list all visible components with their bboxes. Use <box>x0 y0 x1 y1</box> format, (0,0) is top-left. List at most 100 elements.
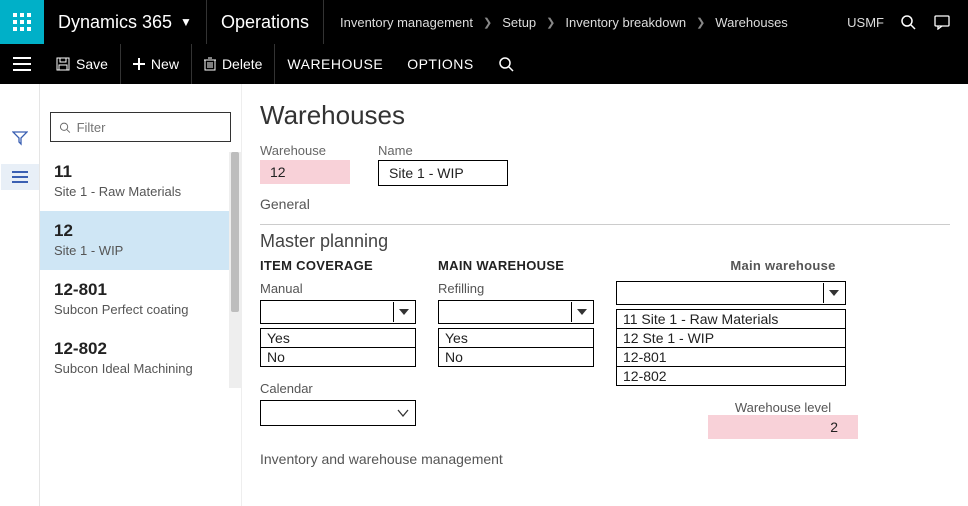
name-field: Name Site 1 - WIP <box>378 143 508 186</box>
chevron-right-icon: ❯ <box>483 16 492 29</box>
chevron-down-icon <box>823 283 843 303</box>
brand-dropdown[interactable]: Dynamics 365 ▼ <box>44 0 207 44</box>
list-panel: 11 Site 1 - Raw Materials 12 Site 1 - WI… <box>40 84 242 506</box>
main-warehouse-select-col: 11 Site 1 - Raw Materials 12 Ste 1 - WIP… <box>616 281 950 439</box>
breadcrumb-item[interactable]: Inventory breakdown <box>565 15 686 30</box>
option-item[interactable]: 11 Site 1 - Raw Materials <box>617 310 845 329</box>
scrollbar-thumb[interactable] <box>231 152 239 312</box>
warehouse-label: Warehouse <box>260 143 350 158</box>
list-item[interactable]: 12-802 Subcon Ideal Machining <box>40 329 241 388</box>
content-panel: Warehouses Warehouse 12 Name Site 1 - WI… <box>242 84 968 506</box>
divider <box>260 224 950 225</box>
page-title: Warehouses <box>260 100 950 131</box>
save-icon <box>56 57 70 71</box>
hamburger-button[interactable] <box>0 57 44 71</box>
scrollbar[interactable] <box>229 152 241 388</box>
chevron-down-icon <box>393 302 413 322</box>
action-bar: Save New Delete WAREHOUSE OPTIONS <box>0 44 968 84</box>
breadcrumb: Inventory management ❯ Setup ❯ Inventory… <box>324 15 804 30</box>
plus-icon <box>133 58 145 70</box>
manual-label: Manual <box>260 281 438 296</box>
manual-dropdown[interactable] <box>260 300 416 324</box>
list-item-desc: Subcon Ideal Machining <box>54 361 227 376</box>
list-item-desc: Subcon Perfect coating <box>54 302 227 317</box>
company-label[interactable]: USMF <box>847 15 884 30</box>
inventory-mgmt-section[interactable]: Inventory and warehouse management <box>260 451 950 467</box>
option-item[interactable]: 12 Ste 1 - WIP <box>617 329 845 348</box>
filter-icon[interactable] <box>10 128 30 148</box>
filter-input[interactable] <box>77 120 222 135</box>
option-yes[interactable]: Yes <box>261 329 415 348</box>
item-coverage-col: Manual Yes No Calendar <box>260 281 438 439</box>
item-coverage-header: ITEM COVERAGE <box>260 258 438 273</box>
list-icon[interactable] <box>1 164 39 190</box>
option-yes[interactable]: Yes <box>439 329 593 348</box>
area-label[interactable]: Operations <box>207 0 324 44</box>
calendar-label: Calendar <box>260 381 438 396</box>
chevron-right-icon: ❯ <box>546 16 555 29</box>
list-item[interactable]: 12-801 Subcon Perfect coating <box>40 270 241 329</box>
general-section-label[interactable]: General <box>260 196 950 212</box>
warehouse-level-label: Warehouse level <box>735 400 831 415</box>
name-value[interactable]: Site 1 - WIP <box>378 160 508 186</box>
refilling-dropdown[interactable] <box>438 300 594 324</box>
search-icon[interactable] <box>898 12 918 32</box>
list-item-code: 12-801 <box>54 280 227 300</box>
save-label: Save <box>76 56 108 72</box>
main-warehouse-col: Refilling Yes No <box>438 281 616 439</box>
action-search-icon[interactable] <box>496 54 516 74</box>
list-item-desc: Site 1 - Raw Materials <box>54 184 227 199</box>
chevron-down-icon <box>571 302 591 322</box>
header-fields: Warehouse 12 Name Site 1 - WIP <box>260 143 950 186</box>
search-icon <box>59 121 71 134</box>
main-warehouse-dropdown[interactable] <box>616 281 846 305</box>
list-item[interactable]: 12 Site 1 - WIP <box>40 211 241 270</box>
chevron-down-icon: ▼ <box>180 15 192 29</box>
option-item[interactable]: 12-802 <box>617 367 845 385</box>
main-warehouse-options[interactable]: 11 Site 1 - Raw Materials 12 Ste 1 - WIP… <box>616 309 846 386</box>
main-warehouse-header: MAIN WAREHOUSE <box>438 258 616 273</box>
refilling-options[interactable]: Yes No <box>438 328 594 367</box>
tab-warehouse[interactable]: WAREHOUSE <box>275 56 395 72</box>
option-no[interactable]: No <box>439 348 593 366</box>
breadcrumb-item[interactable]: Setup <box>502 15 536 30</box>
main-warehouse-label: Main warehouse <box>616 258 950 273</box>
brand-label: Dynamics 365 <box>58 12 172 33</box>
planning-columns: Manual Yes No Calendar Refilling <box>260 281 950 439</box>
subheaders: ITEM COVERAGE MAIN WAREHOUSE Main wareho… <box>260 258 950 273</box>
option-item[interactable]: 12-801 <box>617 348 845 367</box>
list-items: 11 Site 1 - Raw Materials 12 Site 1 - WI… <box>40 152 241 388</box>
calendar-dropdown[interactable] <box>260 400 416 426</box>
filter-box[interactable] <box>50 112 231 142</box>
list-item-code: 12 <box>54 221 227 241</box>
refilling-label: Refilling <box>438 281 616 296</box>
app-launcher-button[interactable] <box>0 0 44 44</box>
breadcrumb-item[interactable]: Warehouses <box>715 15 788 30</box>
breadcrumb-item[interactable]: Inventory management <box>340 15 473 30</box>
warehouse-value[interactable]: 12 <box>260 160 350 184</box>
new-button[interactable]: New <box>121 44 192 84</box>
top-right: USMF <box>847 12 968 32</box>
delete-button[interactable]: Delete <box>192 44 275 84</box>
manual-options[interactable]: Yes No <box>260 328 416 367</box>
option-no[interactable]: No <box>261 348 415 366</box>
list-item-code: 12-802 <box>54 339 227 359</box>
waffle-icon <box>13 13 31 31</box>
list-item-desc: Site 1 - WIP <box>54 243 227 258</box>
save-button[interactable]: Save <box>44 44 121 84</box>
chevron-down-icon <box>397 409 409 417</box>
trash-icon <box>204 57 216 71</box>
master-planning-title: Master planning <box>260 231 950 252</box>
left-rail <box>0 84 40 506</box>
list-item[interactable]: 11 Site 1 - Raw Materials <box>40 152 241 211</box>
list-item-code: 11 <box>54 162 227 182</box>
top-bar: Dynamics 365 ▼ Operations Inventory mana… <box>0 0 968 44</box>
feedback-icon[interactable] <box>932 12 952 32</box>
warehouse-field: Warehouse 12 <box>260 143 350 186</box>
tab-options[interactable]: OPTIONS <box>395 56 486 72</box>
warehouse-level-value[interactable]: 2 <box>708 415 858 439</box>
name-label: Name <box>378 143 508 158</box>
chevron-right-icon: ❯ <box>696 16 705 29</box>
new-label: New <box>151 56 179 72</box>
main-area: 11 Site 1 - Raw Materials 12 Site 1 - WI… <box>0 84 968 506</box>
